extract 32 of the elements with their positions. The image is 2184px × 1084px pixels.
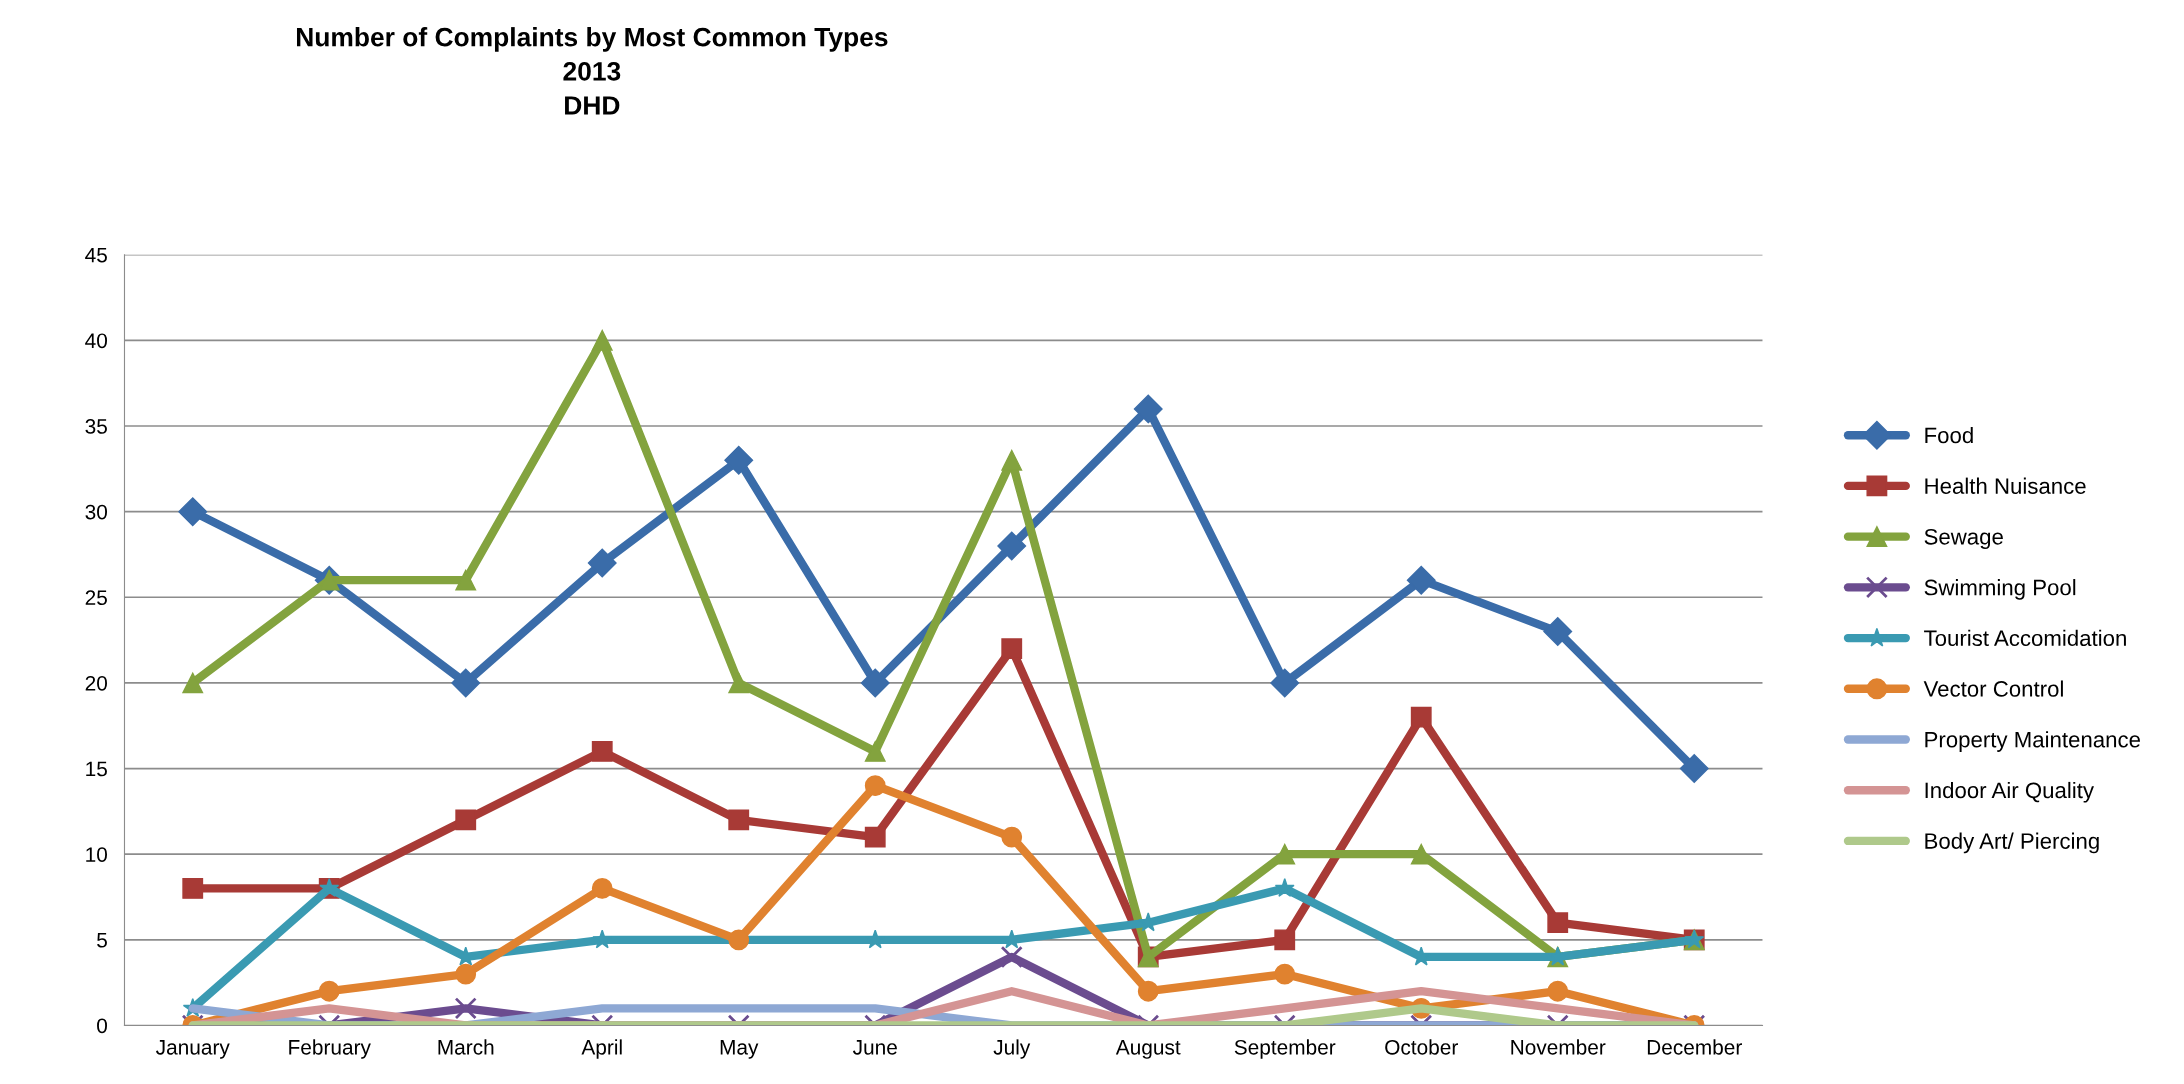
legend-label: Health Nuisance — [1925, 477, 2086, 494]
legend-label: Body Art/ Piercing — [1925, 832, 2099, 854]
y-tick-label: 20 — [85, 675, 108, 691]
x-tick-label: July — [993, 1039, 1031, 1059]
y-tick-label: 40 — [85, 333, 108, 349]
legend-label: Swimming Pool — [1924, 579, 2076, 600]
x-tick-label: December — [1647, 1039, 1742, 1055]
y-tick-label: 30 — [85, 504, 108, 520]
x-tick-label: August — [1115, 1040, 1181, 1059]
x-tick-label: May — [720, 1040, 759, 1059]
x-tick-label: November — [1511, 1039, 1606, 1055]
y-tick-label: 25 — [85, 590, 107, 606]
x-tick-label: October — [1385, 1039, 1458, 1055]
legend-label: Vector Control — [1923, 680, 2063, 697]
y-tick-label: 5 — [97, 933, 107, 948]
legend-label: Property Maintenance — [1925, 731, 2140, 752]
legend-label: Tourist Accomidation — [1924, 629, 2126, 647]
x-tick-label: April — [581, 1039, 622, 1059]
y-tick-label: 35 — [85, 419, 107, 434]
y-tick-label: 45 — [85, 247, 107, 263]
legend-label: Sewage — [1924, 528, 2003, 550]
x-tick-label: January — [156, 1040, 230, 1059]
y-tick-label: 10 — [86, 847, 108, 862]
x-tick-label: June — [852, 1040, 897, 1055]
legend-label: Food — [1925, 426, 1973, 444]
chart-title: Number of Complaints by Most Common Types 2013 DHD — [296, 27, 888, 115]
x-tick-label: February — [289, 1039, 371, 1059]
x-tick-label: September — [1234, 1039, 1336, 1059]
x-tick-label: March — [438, 1039, 494, 1055]
legend-label: Indoor Air Quality — [1925, 781, 2094, 803]
y-tick-label: 0 — [97, 1018, 108, 1034]
y-tick-label: 15 — [86, 761, 107, 777]
